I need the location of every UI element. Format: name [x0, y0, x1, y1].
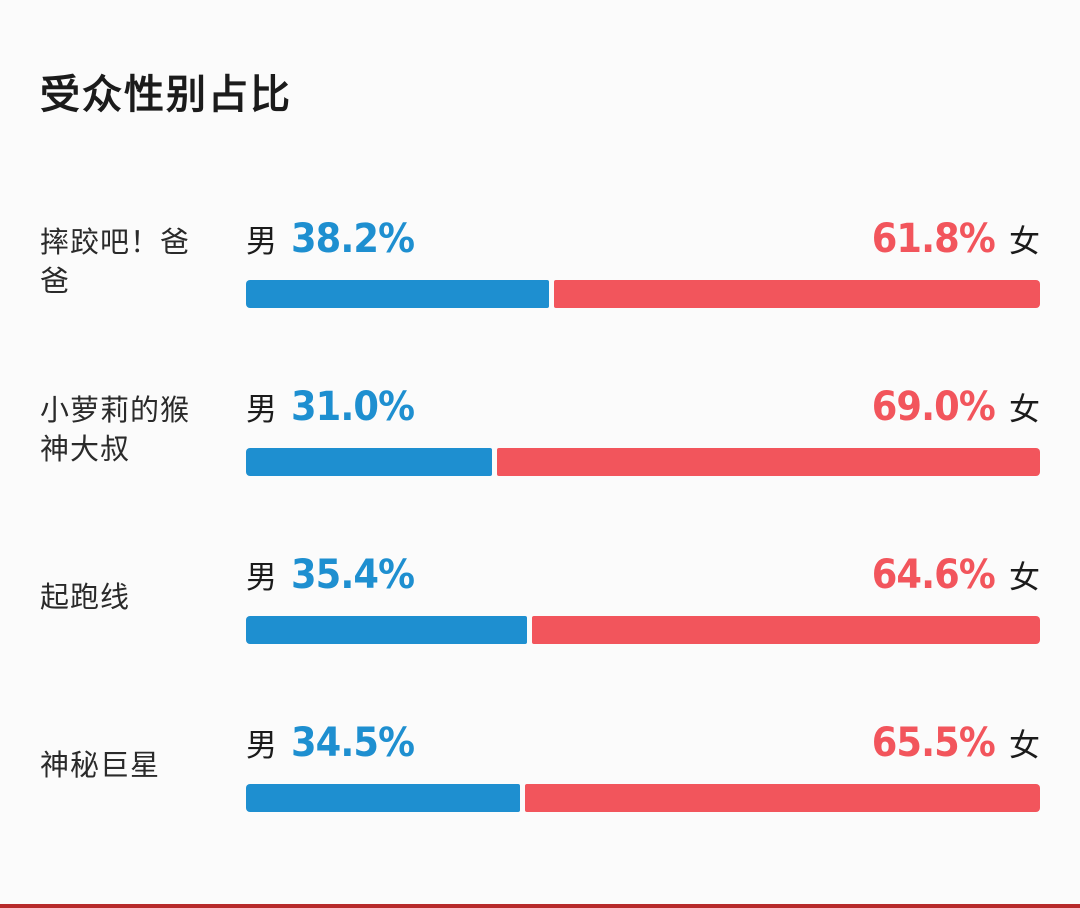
male-group: 男 38.2% — [246, 216, 425, 262]
female-percentage: 61.8% — [871, 216, 996, 262]
chart-row: 摔跤吧！爸爸 男 38.2% 61.8% 女 — [40, 216, 1040, 308]
percentage-row: 男 31.0% 69.0% 女 — [246, 384, 1040, 430]
gender-bar — [246, 616, 1040, 644]
male-percentage: 34.5% — [291, 720, 415, 766]
male-bar-segment — [246, 280, 550, 308]
row-chart-area: 男 38.2% 61.8% 女 — [246, 216, 1040, 308]
chart-row: 起跑线 男 35.4% 64.6% 女 — [40, 552, 1040, 644]
female-bar-segment — [554, 280, 1040, 308]
female-bar-segment — [524, 784, 1040, 812]
female-group: 65.5% 女 — [861, 720, 1040, 766]
chart-row: 神秘巨星 男 34.5% 65.5% 女 — [40, 720, 1040, 812]
female-label: 女 — [1009, 224, 1040, 260]
female-bar-segment — [532, 616, 1040, 644]
female-group: 64.6% 女 — [861, 552, 1040, 598]
male-bar-segment — [246, 784, 520, 812]
percentage-row: 男 35.4% 64.6% 女 — [246, 552, 1040, 598]
female-group: 69.0% 女 — [861, 384, 1040, 430]
male-label: 男 — [246, 392, 277, 428]
chart-row: 小萝莉的猴神大叔 男 31.0% 69.0% 女 — [40, 384, 1040, 476]
male-group: 男 34.5% — [246, 720, 425, 766]
female-percentage: 65.5% — [871, 720, 996, 766]
male-label: 男 — [246, 728, 277, 764]
percentage-row: 男 34.5% 65.5% 女 — [246, 720, 1040, 766]
female-group: 61.8% 女 — [861, 216, 1040, 262]
male-percentage: 31.0% — [291, 384, 415, 430]
male-percentage: 35.4% — [291, 552, 415, 598]
female-percentage: 64.6% — [871, 552, 996, 598]
movie-name: 神秘巨星 — [40, 748, 161, 783]
row-chart-area: 男 34.5% 65.5% 女 — [246, 720, 1040, 812]
movie-name: 小萝莉的猴神大叔 — [40, 392, 191, 466]
male-label: 男 — [246, 224, 277, 260]
bottom-accent-line — [0, 904, 1080, 908]
row-chart-area: 男 35.4% 64.6% 女 — [246, 552, 1040, 644]
male-group: 男 35.4% — [246, 552, 425, 598]
male-group: 男 31.0% — [246, 384, 425, 430]
male-bar-segment — [246, 448, 493, 476]
gender-bar — [246, 280, 1040, 308]
female-label: 女 — [1009, 560, 1040, 596]
female-bar-segment — [497, 448, 1040, 476]
movie-name: 起跑线 — [40, 580, 131, 615]
gender-bar — [246, 448, 1040, 476]
male-percentage: 38.2% — [291, 216, 415, 262]
female-label: 女 — [1009, 728, 1040, 764]
movie-name: 摔跤吧！爸爸 — [40, 224, 191, 298]
male-bar-segment — [246, 616, 528, 644]
female-label: 女 — [1009, 392, 1040, 428]
percentage-row: 男 38.2% 61.8% 女 — [246, 216, 1040, 262]
female-percentage: 69.0% — [871, 384, 996, 430]
chart-title: 受众性别占比 — [40, 72, 292, 118]
row-chart-area: 男 31.0% 69.0% 女 — [246, 384, 1040, 476]
male-label: 男 — [246, 560, 277, 596]
gender-bar — [246, 784, 1040, 812]
